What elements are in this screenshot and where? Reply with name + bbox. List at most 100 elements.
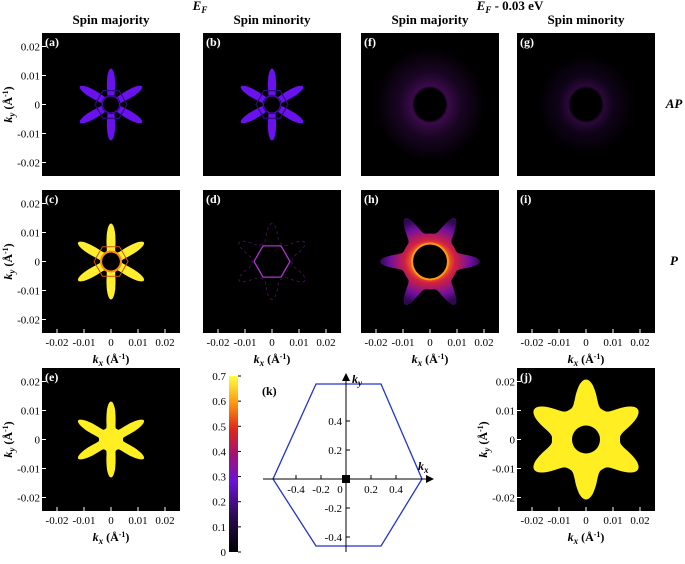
- y-tick-label: 0.02: [496, 377, 515, 389]
- axis-label-part: ): [600, 352, 604, 366]
- axis-label-part: ): [476, 421, 490, 425]
- fermi-contour: [99, 250, 123, 273]
- x-tick-label: 0: [269, 337, 275, 349]
- x-tick-label: -0.01: [73, 337, 96, 349]
- axis-label-part: k: [254, 352, 260, 366]
- axis-label-part: -1: [1, 425, 10, 432]
- x-tick-label: -0.01: [392, 337, 415, 349]
- axis-label-part: -1: [119, 352, 126, 361]
- panel-label: (a): [45, 35, 59, 49]
- fermi-contour: [94, 90, 128, 119]
- axis-label-part: -1: [119, 530, 126, 539]
- y-tick-label: 0: [35, 257, 41, 269]
- y-tick-label: 0: [35, 100, 41, 112]
- y-axis-label: ky (Å-1): [1, 86, 17, 122]
- axis-label-part: -1: [1, 90, 10, 97]
- fermi-surface: [79, 68, 143, 141]
- y-tick-label: 0: [35, 435, 41, 447]
- y-axis-label: ky (Å-1): [1, 421, 17, 457]
- axis-label-part: (Å: [422, 352, 438, 366]
- arrow: [342, 373, 350, 381]
- intensity-glow: [361, 33, 499, 176]
- colorbar-tick-label: 0.7: [212, 371, 226, 383]
- bz-panel: (k) ky kx: [262, 372, 434, 552]
- y-tick-label: 0.01: [21, 228, 40, 240]
- panel-label: (i): [520, 192, 531, 206]
- y-tick-label: 0.01: [496, 406, 515, 418]
- axis-label-part: x: [573, 536, 579, 546]
- axis-label-part: ): [444, 352, 448, 366]
- x-tick-label: 0.02: [630, 515, 649, 527]
- axis-label-part: k: [568, 530, 574, 544]
- axis-label-part: (Å: [578, 352, 594, 366]
- x-tick-label: 0.01: [447, 337, 466, 349]
- y-tick-label: -0.01: [492, 464, 515, 476]
- x-tick-label: 0: [583, 337, 589, 349]
- x-tick-label: 0.01: [603, 515, 622, 527]
- fermi-surface: [77, 223, 145, 300]
- axis-label-part: ): [1, 421, 15, 425]
- panel-label: (c): [45, 192, 58, 206]
- bz-y-tick-label: 0.2: [328, 445, 342, 457]
- x-tick-label: -0.01: [234, 337, 257, 349]
- y-tick-label: 0.02: [21, 199, 40, 211]
- y-axis-label: ky (Å-1): [1, 243, 17, 279]
- panel-label: (h): [364, 192, 379, 206]
- panel-label: (d): [206, 192, 221, 206]
- energy-header: EF: [192, 0, 208, 15]
- colorbar-tick-label: 0.6: [212, 396, 226, 408]
- axis-label-part: k: [1, 117, 15, 123]
- bz-x-tick-label: -0.4: [287, 484, 305, 496]
- panel-label: (k): [262, 384, 277, 398]
- x-tick-label: 0.02: [474, 337, 493, 349]
- axis-label-part: x: [98, 358, 104, 368]
- colorbar-tick-label: 0.2: [212, 497, 226, 509]
- axis-label-part: y: [482, 447, 492, 453]
- axis-label-part: (Å: [103, 352, 119, 366]
- colorbar-tick-label: 0.4: [212, 446, 226, 458]
- panel-label: (g): [520, 35, 534, 49]
- y-tick-label: 0.01: [21, 71, 40, 83]
- axis-label-part: y: [7, 112, 17, 118]
- fermi-surface: [380, 217, 480, 306]
- column-header: Spin minority: [548, 12, 625, 27]
- x-tick-label: 0: [583, 515, 589, 527]
- bz-y-tick-label: 0.4: [328, 416, 342, 428]
- bz-x-tick-label: 0.2: [364, 484, 378, 496]
- column-header: Spin majority: [73, 12, 150, 27]
- axis-label-part: ): [125, 530, 129, 544]
- x-axis-label: kx (Å-1): [93, 352, 130, 368]
- x-axis-label: kx (Å-1): [412, 352, 449, 368]
- x-tick-label: -0.02: [46, 515, 69, 527]
- axis-label-part: ): [125, 352, 129, 366]
- y-tick-label: -0.02: [17, 158, 40, 170]
- axis-label-part: (Å: [264, 352, 280, 366]
- map-panel: (h) -0.02 -0.01 0 0.01 0.02 kx (Å-1): [361, 190, 499, 368]
- x-tick-label: 0.01: [128, 337, 147, 349]
- x-tick-label: -0.02: [207, 337, 230, 349]
- axis-label-part: k: [93, 352, 99, 366]
- panel-label: (e): [45, 370, 58, 384]
- fermi-surface: [77, 401, 145, 478]
- axis-label-part: -1: [1, 247, 10, 254]
- map-panel: (a) -0.02 -0.01 0 0.01 0.02 ky (Å-1): [1, 33, 180, 176]
- x-tick-label: 0: [427, 337, 433, 349]
- colorbar-tick-label: 0: [221, 547, 227, 559]
- x-tick-label: 0: [108, 337, 114, 349]
- energy-header: EF - 0.03 eV: [476, 0, 544, 15]
- bz-y-tick-label: -0.4: [325, 532, 343, 544]
- axis-label-part: (Å: [1, 432, 15, 448]
- x-axis-label: kx (Å-1): [93, 530, 130, 546]
- y-tick-label: -0.01: [17, 129, 40, 141]
- panel-label: (f): [364, 35, 376, 49]
- colorbar: [229, 376, 238, 552]
- fermi-surface: [533, 379, 639, 500]
- axis-label-part: x: [259, 358, 265, 368]
- y-tick-label: 0: [510, 435, 516, 447]
- axis-label-part: (Å: [1, 254, 15, 270]
- y-tick-label: -0.01: [17, 286, 40, 298]
